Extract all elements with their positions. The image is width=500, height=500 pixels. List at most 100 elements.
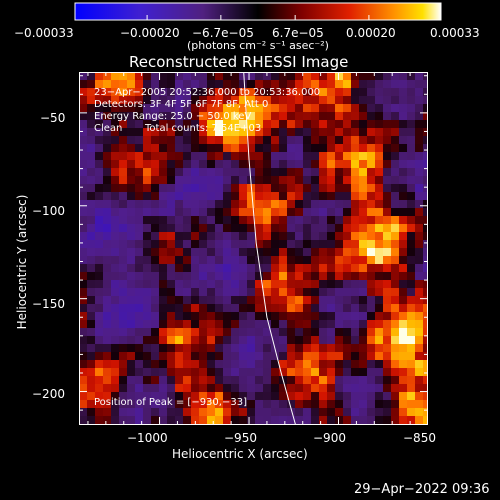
heatmap-cell	[231, 120, 240, 129]
heatmap-cell	[391, 256, 400, 265]
heatmap-cell	[135, 184, 144, 193]
heatmap-cell	[239, 344, 248, 353]
heatmap-cell	[231, 384, 240, 393]
heatmap-cell	[167, 160, 176, 169]
heatmap-cell	[247, 400, 256, 409]
heatmap-cell	[79, 264, 88, 273]
heatmap-cell	[359, 200, 368, 209]
heatmap-cell	[327, 112, 336, 121]
heatmap-cell	[423, 184, 428, 193]
heatmap-cell	[359, 288, 368, 297]
heatmap-cell	[175, 272, 184, 281]
heatmap-cell	[319, 304, 328, 313]
heatmap-cell	[295, 312, 304, 321]
heatmap-cell	[391, 152, 400, 161]
heatmap-cell	[135, 392, 144, 401]
heatmap-cell	[303, 256, 312, 265]
heatmap-cell	[287, 192, 296, 201]
heatmap-cell	[103, 400, 112, 409]
heatmap-cell	[263, 288, 272, 297]
heatmap-cell	[287, 160, 296, 169]
heatmap-cell	[271, 288, 280, 297]
heatmap-cell	[311, 272, 320, 281]
heatmap-cell	[103, 112, 112, 121]
heatmap-cell	[167, 256, 176, 265]
heatmap-cell	[391, 104, 400, 113]
heatmap-cell	[199, 160, 208, 169]
heatmap-cell	[231, 72, 240, 81]
heatmap-cell	[127, 208, 136, 217]
heatmap-cell	[95, 400, 104, 409]
heatmap-cell	[79, 416, 88, 425]
heatmap-cell	[183, 200, 192, 209]
heatmap-cell	[191, 248, 200, 257]
heatmap-cell	[375, 344, 384, 353]
heatmap-cell	[151, 312, 160, 321]
heatmap-cell	[351, 240, 360, 249]
heatmap-cell	[103, 160, 112, 169]
heatmap-cell	[183, 128, 192, 137]
heatmap-cell	[87, 200, 96, 209]
heatmap-cell	[319, 200, 328, 209]
heatmap-cell	[79, 344, 88, 353]
heatmap-cell	[263, 328, 272, 337]
heatmap-cell	[391, 128, 400, 137]
heatmap-cell	[391, 312, 400, 321]
heatmap-cell	[143, 216, 152, 225]
heatmap-cell	[327, 320, 336, 329]
heatmap-cell	[303, 336, 312, 345]
heatmap-cell	[351, 344, 360, 353]
heatmap-cell	[343, 296, 352, 305]
heatmap-cell	[239, 312, 248, 321]
heatmap-cell	[95, 192, 104, 201]
heatmap-cell	[215, 360, 224, 369]
heatmap-cell	[359, 192, 368, 201]
heatmap-cell	[159, 296, 168, 305]
heatmap-cell	[175, 352, 184, 361]
heatmap-cell	[111, 256, 120, 265]
heatmap-cell	[343, 408, 352, 417]
heatmap-cell	[207, 136, 216, 145]
heatmap-cell	[367, 272, 376, 281]
heatmap-cell	[423, 136, 428, 145]
heatmap-cell	[87, 152, 96, 161]
heatmap-cell	[231, 192, 240, 201]
heatmap-cell	[391, 88, 400, 97]
heatmap-cell	[239, 120, 248, 129]
heatmap-cell	[207, 256, 216, 265]
heatmap-cell	[119, 304, 128, 313]
heatmap-cell	[407, 248, 416, 257]
heatmap-cell	[311, 368, 320, 377]
heatmap-cell	[255, 416, 264, 425]
heatmap-cell	[263, 368, 272, 377]
heatmap-cell	[375, 200, 384, 209]
heatmap-cell	[303, 408, 312, 417]
heatmap-cell	[399, 256, 408, 265]
heatmap-cell	[143, 264, 152, 273]
heatmap-cell	[311, 344, 320, 353]
annotation-counts: Total counts: 7.54E+03	[145, 123, 262, 134]
colorbar-tick-label: 6.7e−05	[272, 26, 324, 40]
heatmap-cell	[231, 80, 240, 89]
heatmap-cell	[295, 360, 304, 369]
heatmap-cell	[287, 104, 296, 113]
heatmap-cell	[111, 112, 120, 121]
heatmap-cell	[79, 272, 88, 281]
heatmap-cell	[143, 344, 152, 353]
heatmap-cell	[399, 224, 408, 233]
heatmap-cell	[423, 192, 428, 201]
heatmap-cell	[407, 408, 416, 417]
heatmap-cell	[367, 288, 376, 297]
heatmap-cell	[199, 136, 208, 145]
heatmap-cell	[135, 344, 144, 353]
heatmap-cell	[343, 208, 352, 217]
heatmap-cell	[223, 96, 232, 105]
heatmap-cell	[311, 224, 320, 233]
heatmap-cell	[343, 112, 352, 121]
heatmap-cell	[111, 376, 120, 385]
heatmap-cell	[327, 232, 336, 241]
heatmap-cell	[111, 224, 120, 233]
heatmap-cell	[151, 344, 160, 353]
heatmap-cell	[79, 304, 88, 313]
heatmap-cell	[327, 344, 336, 353]
